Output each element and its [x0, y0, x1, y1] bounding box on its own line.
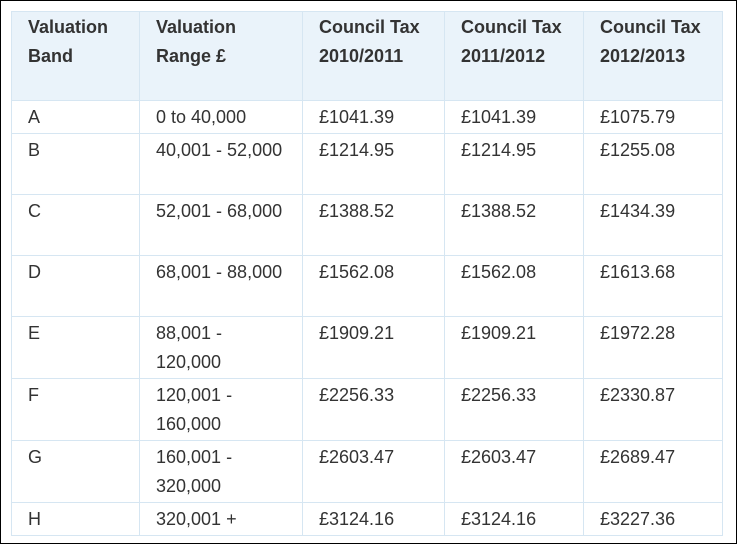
cell-band: F — [11, 378, 140, 441]
table-row: B 40,001 - 52,000 £1214.95 £1214.95 £125… — [11, 133, 723, 195]
cell-tax-2011-2012: £2603.47 — [444, 440, 584, 503]
table-row: F 120,001 - 160,000 £2256.33 £2256.33 £2… — [11, 378, 723, 441]
cell-range: 120,001 - 160,000 — [139, 378, 303, 441]
table-row: D 68,001 - 88,000 £1562.08 £1562.08 £161… — [11, 255, 723, 317]
cell-tax-2012-2013: £1613.68 — [583, 255, 723, 317]
cell-tax-2011-2012: £3124.16 — [444, 502, 584, 536]
cell-tax-2012-2013: £2689.47 — [583, 440, 723, 503]
cell-tax-2010-2011: £1388.52 — [302, 194, 445, 256]
header-council-tax-2012-2013: Council Tax 2012/2013 — [583, 11, 723, 101]
table-row: E 88,001 - 120,000 £1909.21 £1909.21 £19… — [11, 316, 723, 379]
table-header: Valuation Band Valuation Range £ Council… — [11, 11, 723, 101]
cell-tax-2012-2013: £1255.08 — [583, 133, 723, 195]
header-council-tax-2010-2011: Council Tax 2010/2011 — [302, 11, 445, 101]
header-row: Valuation Band Valuation Range £ Council… — [11, 11, 723, 101]
cell-tax-2012-2013: £2330.87 — [583, 378, 723, 441]
cell-tax-2010-2011: £2256.33 — [302, 378, 445, 441]
cell-band: D — [11, 255, 140, 317]
cell-range: 40,001 - 52,000 — [139, 133, 303, 195]
cell-range: 52,001 - 68,000 — [139, 194, 303, 256]
header-council-tax-2011-2012: Council Tax 2011/2012 — [444, 11, 584, 101]
cell-band: A — [11, 100, 140, 134]
cell-tax-2010-2011: £1214.95 — [302, 133, 445, 195]
cell-band: B — [11, 133, 140, 195]
cell-tax-2011-2012: £1388.52 — [444, 194, 584, 256]
cell-band: C — [11, 194, 140, 256]
cell-tax-2011-2012: £1214.95 — [444, 133, 584, 195]
table-body: A 0 to 40,000 £1041.39 £1041.39 £1075.79… — [11, 100, 723, 536]
cell-range: 0 to 40,000 — [139, 100, 303, 134]
cell-tax-2010-2011: £1562.08 — [302, 255, 445, 317]
cell-tax-2012-2013: £1075.79 — [583, 100, 723, 134]
cell-range: 160,001 - 320,000 — [139, 440, 303, 503]
header-valuation-band: Valuation Band — [11, 11, 140, 101]
cell-tax-2010-2011: £1909.21 — [302, 316, 445, 379]
cell-tax-2011-2012: £1041.39 — [444, 100, 584, 134]
table-row: G 160,001 - 320,000 £2603.47 £2603.47 £2… — [11, 440, 723, 503]
council-tax-table: Valuation Band Valuation Range £ Council… — [11, 11, 723, 536]
table-row: H 320,001 + £3124.16 £3124.16 £3227.36 — [11, 502, 723, 536]
cell-tax-2012-2013: £1434.39 — [583, 194, 723, 256]
cell-band: G — [11, 440, 140, 503]
cell-tax-2011-2012: £1909.21 — [444, 316, 584, 379]
table-row: A 0 to 40,000 £1041.39 £1041.39 £1075.79 — [11, 100, 723, 134]
cell-band: H — [11, 502, 140, 536]
cell-range: 68,001 - 88,000 — [139, 255, 303, 317]
cell-tax-2011-2012: £1562.08 — [444, 255, 584, 317]
cell-range: 320,001 + — [139, 502, 303, 536]
header-valuation-range: Valuation Range £ — [139, 11, 303, 101]
cell-tax-2010-2011: £3124.16 — [302, 502, 445, 536]
cell-range: 88,001 - 120,000 — [139, 316, 303, 379]
table-row: C 52,001 - 68,000 £1388.52 £1388.52 £143… — [11, 194, 723, 256]
cell-tax-2010-2011: £1041.39 — [302, 100, 445, 134]
cell-tax-2012-2013: £3227.36 — [583, 502, 723, 536]
cell-tax-2010-2011: £2603.47 — [302, 440, 445, 503]
cell-tax-2011-2012: £2256.33 — [444, 378, 584, 441]
cell-band: E — [11, 316, 140, 379]
cell-tax-2012-2013: £1972.28 — [583, 316, 723, 379]
